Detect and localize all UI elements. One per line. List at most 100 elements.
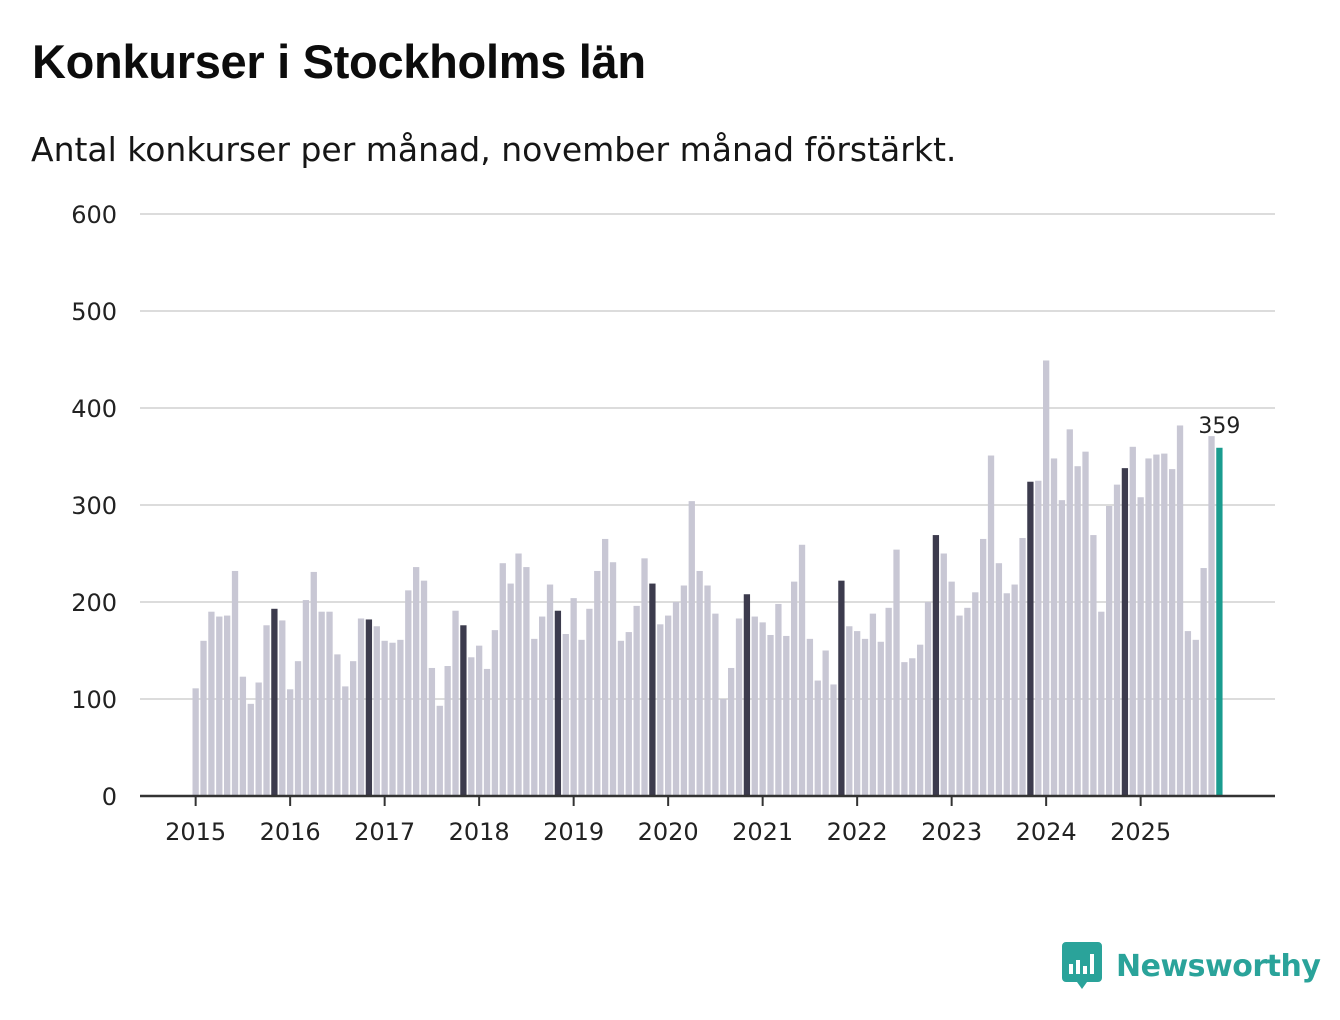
latest-value-label: 359 <box>1198 414 1240 439</box>
bar <box>350 661 357 796</box>
bar <box>1043 360 1050 796</box>
bar <box>239 676 247 796</box>
bar <box>980 538 987 796</box>
bar <box>759 622 766 796</box>
bar <box>224 615 231 796</box>
bar <box>680 585 688 796</box>
bar <box>586 608 593 796</box>
bar-november <box>271 608 278 796</box>
bar <box>397 639 404 796</box>
bar <box>775 603 782 796</box>
x-axis: 2015 2016 2017 2018 2019 2020 2021 2022 2023 2024… <box>140 794 1275 846</box>
bar <box>405 590 412 796</box>
bar <box>570 598 577 796</box>
x-tick-label: 2019 <box>543 818 604 846</box>
bar <box>1003 593 1010 796</box>
bar <box>1208 436 1215 796</box>
bar <box>539 616 546 796</box>
bar <box>546 584 554 796</box>
bar <box>924 602 932 796</box>
bar <box>822 650 829 796</box>
y-tick-label: 0 <box>102 783 117 811</box>
bar <box>767 634 774 796</box>
bar <box>633 605 640 796</box>
bar <box>1098 611 1105 796</box>
x-tick-label: 2016 <box>260 818 321 846</box>
bar <box>869 613 877 796</box>
bar <box>609 562 617 796</box>
bar <box>200 640 207 796</box>
bar <box>688 501 695 796</box>
x-tick-label: 2023 <box>921 818 982 846</box>
bar <box>720 699 727 796</box>
bar <box>846 626 853 796</box>
bar <box>940 553 947 796</box>
bar <box>468 657 475 796</box>
bar <box>830 684 837 796</box>
bar <box>987 455 995 796</box>
bar <box>728 667 735 796</box>
x-tick-label: 2025 <box>1110 818 1171 846</box>
bar <box>444 666 451 796</box>
bar <box>420 580 428 796</box>
x-tick-label: 2017 <box>354 818 415 846</box>
x-tick-label: 2020 <box>638 818 699 846</box>
bar <box>318 611 325 796</box>
y-axis: 0 100 200 300 400 500 600 <box>71 201 117 811</box>
x-tick-label: 2021 <box>732 818 793 846</box>
chart-subtitle: Antal konkurser per månad, november måna… <box>31 130 957 169</box>
bar <box>712 613 719 796</box>
bar <box>1011 584 1018 796</box>
bar <box>476 645 483 796</box>
bar <box>357 618 365 796</box>
bar <box>342 686 349 796</box>
bar <box>578 639 585 796</box>
bar <box>861 638 869 796</box>
bar <box>1090 535 1097 796</box>
bar <box>279 620 286 796</box>
bar <box>751 616 758 796</box>
bar <box>617 640 625 796</box>
bar <box>672 602 680 796</box>
bar-november <box>743 594 751 796</box>
y-tick-label: 600 <box>71 201 117 229</box>
bar <box>917 644 924 796</box>
bar <box>562 634 569 796</box>
bar <box>216 616 223 796</box>
bar-november <box>838 580 845 796</box>
bar <box>696 570 703 796</box>
bar <box>531 638 538 796</box>
bar <box>287 689 294 796</box>
newsworthy-logo: Newsworthy <box>1062 942 1321 990</box>
bar <box>1129 446 1136 796</box>
bar-chart: 0 100 200 300 400 500 600 2015 2016 2017 2018 2019… <box>71 201 1275 846</box>
bar <box>956 615 963 796</box>
bar <box>499 563 506 796</box>
bar <box>1113 484 1121 796</box>
bar <box>310 571 317 796</box>
bar <box>1058 500 1066 796</box>
bar <box>893 549 900 796</box>
bar <box>334 654 341 796</box>
bar <box>1066 429 1073 796</box>
data-labels: 359 <box>1198 414 1240 439</box>
bar <box>263 625 270 796</box>
bar <box>523 567 530 796</box>
bar <box>735 618 743 796</box>
bar-november <box>649 583 656 796</box>
bar <box>413 567 420 796</box>
bar <box>483 668 491 796</box>
y-tick-label: 500 <box>71 298 117 326</box>
y-tick-label: 300 <box>71 492 117 520</box>
bar <box>381 640 388 796</box>
y-tick-label: 100 <box>71 686 117 714</box>
bar <box>901 662 908 796</box>
bar <box>665 615 672 796</box>
y-tick-label: 200 <box>71 589 117 617</box>
bar <box>602 538 609 796</box>
bar <box>1192 639 1199 796</box>
brand-name: Newsworthy <box>1116 948 1321 984</box>
bar <box>302 600 310 796</box>
bar-november <box>1121 468 1129 796</box>
bar <box>507 583 514 796</box>
